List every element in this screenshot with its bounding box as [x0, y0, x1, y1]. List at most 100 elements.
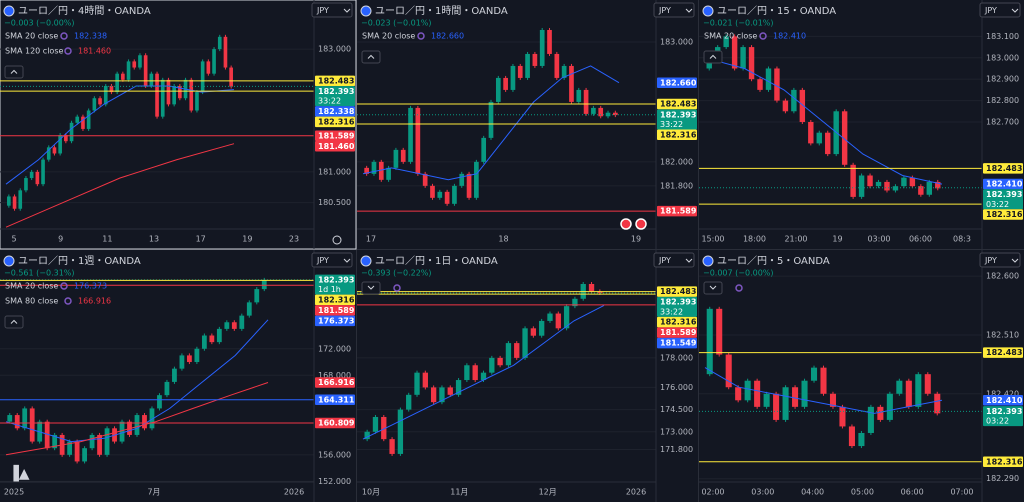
time-label: 5	[11, 235, 16, 244]
chart-panel[interactable]: 183.000 181.000 180.500 182.483 182.39333:22…	[0, 0, 357, 250]
y-tick-label: 182.600	[986, 272, 1019, 281]
time-label: 18	[498, 235, 508, 244]
candle-body	[820, 367, 827, 394]
candle-body	[918, 186, 924, 195]
candle-body	[572, 298, 578, 307]
candle-body	[848, 426, 855, 447]
candle-body	[81, 116, 85, 129]
candle-body	[12, 196, 17, 209]
legend-name: SMA 20 close	[704, 32, 757, 41]
price-tag	[315, 394, 355, 405]
price-tag	[315, 75, 355, 87]
currency-label: JPY	[316, 256, 329, 265]
legend-name: SMA 120 close	[5, 47, 63, 56]
candle-body	[97, 434, 102, 455]
candle-body	[613, 112, 618, 116]
settings-icon[interactable]	[332, 235, 342, 245]
plot-area	[0, 34, 314, 228]
collapse-button[interactable]	[703, 50, 723, 64]
price-tag-label: 181.589	[318, 131, 355, 140]
candle-body	[179, 355, 185, 369]
symbol-title: ユーロ／円・5・OANDA	[717, 255, 830, 267]
candle-body	[886, 393, 893, 420]
candle-body	[408, 107, 413, 162]
currency-button[interactable]	[979, 2, 1021, 18]
candle-body	[143, 55, 148, 86]
candle-body	[481, 137, 487, 162]
candle-body	[740, 47, 746, 69]
candle-body	[514, 343, 520, 358]
collapse-button[interactable]	[4, 315, 24, 329]
alert-icon[interactable]	[635, 218, 647, 230]
chevron-icon	[685, 258, 693, 263]
candle-body	[224, 322, 230, 329]
chevron-icon	[343, 8, 351, 13]
candle-body	[178, 85, 182, 99]
candle-body	[414, 372, 420, 395]
price-tag	[983, 209, 1023, 220]
expand-icon	[709, 285, 717, 290]
currency-button[interactable]	[653, 252, 695, 268]
legend-value: 166.916	[78, 297, 111, 306]
expand-button[interactable]	[703, 281, 723, 295]
expand-button[interactable]	[361, 281, 381, 295]
candle-body	[522, 328, 528, 358]
currency-button[interactable]	[653, 2, 695, 18]
panel-background	[699, 0, 1024, 249]
chevron-icon	[1011, 8, 1019, 13]
legend-name: SMA 80 close	[5, 297, 58, 306]
candle-body	[386, 167, 391, 180]
chart-panel[interactable]: 178.000 176.000 174.500 173.000 171.800 182.4…	[357, 250, 698, 502]
chart-panel[interactable]: 183.100 183.000 182.900 182.800 182.700 182.4…	[699, 0, 1024, 249]
candle-body	[104, 428, 110, 455]
candle-body	[858, 175, 865, 197]
y-tick-label: 171.800	[660, 445, 693, 454]
y-tick-label: 181.000	[318, 167, 351, 176]
collapse-button[interactable]	[4, 65, 24, 79]
time-label: 19	[242, 235, 252, 244]
currency-button[interactable]	[979, 252, 1021, 268]
y-tick-label: 152.000	[318, 477, 351, 486]
sma-line	[362, 65, 620, 181]
candle-body	[576, 89, 582, 102]
price-tag	[315, 417, 355, 429]
candle-body	[89, 434, 95, 449]
candle-body	[792, 387, 799, 407]
time-label: 08:3	[953, 235, 971, 244]
y-tick-label: 182.510	[986, 330, 1019, 339]
candle-body	[525, 53, 530, 78]
alert-icon[interactable]	[620, 218, 632, 230]
candle-body	[924, 374, 931, 394]
candle-body	[915, 374, 922, 407]
candle-body	[896, 380, 903, 394]
panel-background	[0, 250, 356, 502]
y-tick-label: 172.000	[318, 344, 351, 353]
currency-label: JPY	[984, 256, 997, 265]
time-label: 23	[289, 235, 299, 244]
candle-body	[246, 302, 252, 316]
panel-background	[357, 250, 698, 502]
candle-body	[29, 171, 34, 179]
time-label: 7月	[147, 488, 160, 497]
chart-panel[interactable]: 182.600 182.510 182.420 182.290 182.483 182.4…	[699, 250, 1024, 502]
candle-body	[591, 107, 596, 114]
candle-body	[134, 415, 140, 435]
plot-area	[699, 275, 982, 480]
price-tag-label: 182.483	[986, 348, 1022, 357]
legend-icon	[64, 297, 72, 305]
candle-body	[44, 421, 50, 449]
candle-body	[773, 393, 780, 420]
candle-body	[731, 36, 738, 69]
collapse-button[interactable]	[361, 50, 381, 64]
price-tag	[315, 116, 355, 128]
currency-button[interactable]	[311, 2, 353, 18]
candle-body	[430, 387, 437, 403]
chart-panel[interactable]: 183.000 182.000 181.800 182.660 182.483 182.3…	[357, 0, 698, 249]
candle-body	[86, 110, 91, 129]
currency-button[interactable]	[311, 252, 353, 268]
candle-body	[381, 416, 387, 440]
candle-body	[82, 448, 87, 462]
candle-body	[765, 68, 772, 90]
candle-body	[406, 394, 412, 410]
